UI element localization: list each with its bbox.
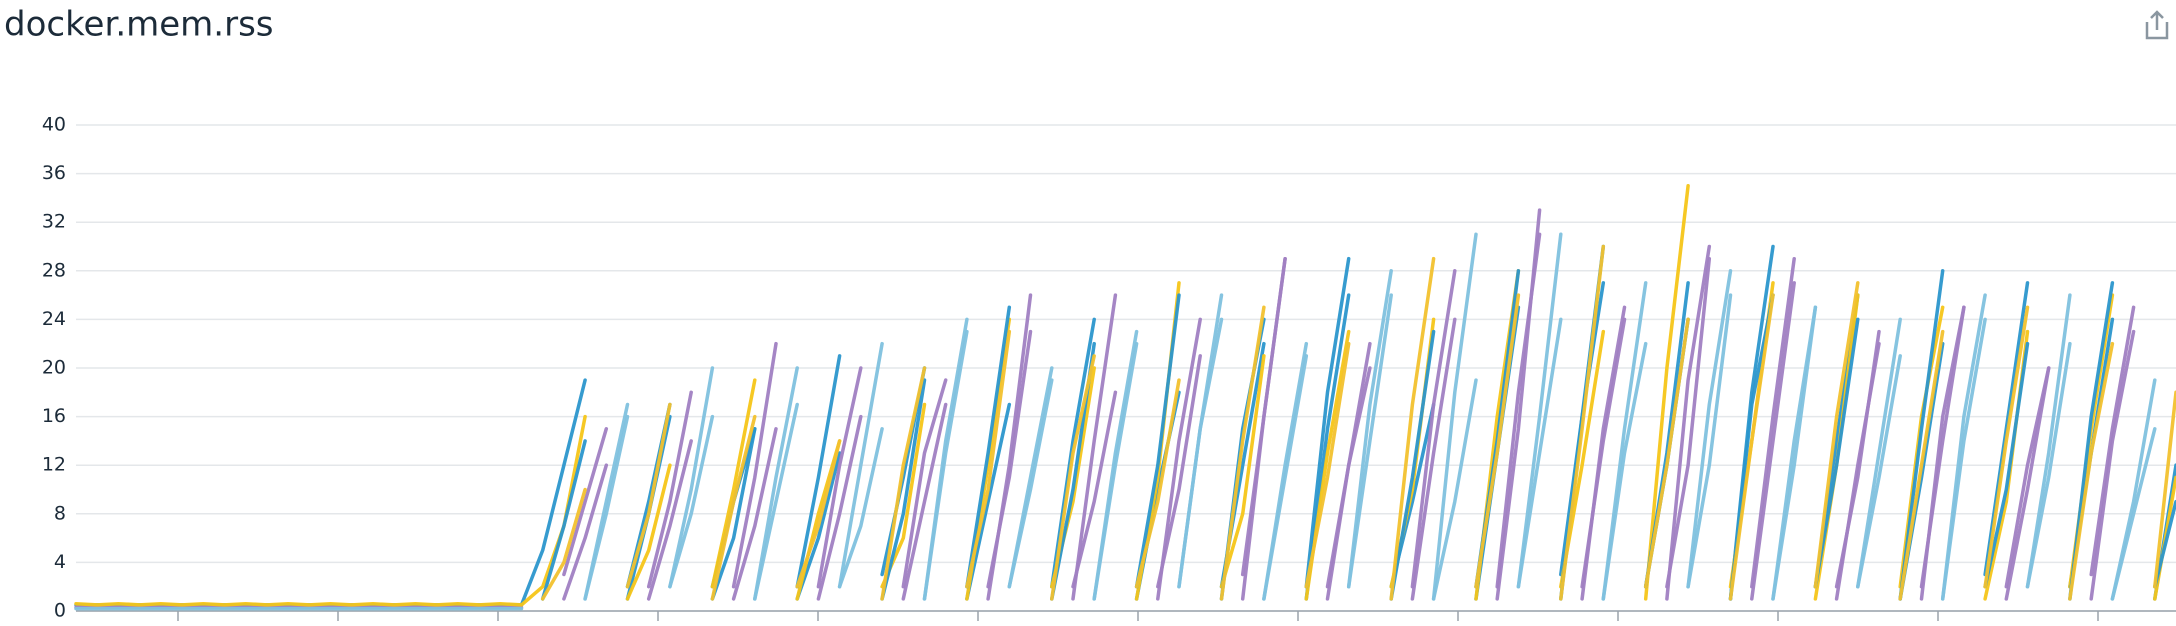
y-tick-label: 16: [42, 405, 66, 427]
chart-title: docker.mem.rss: [4, 5, 274, 45]
y-tick-label: 36: [42, 162, 66, 184]
y-tick-label: 40: [42, 114, 66, 136]
series-line: [583, 232, 2157, 601]
share-box: [2145, 22, 2169, 40]
y-tick-label: 4: [54, 551, 66, 573]
share-arrow: [2150, 10, 2164, 30]
y-tick-label: 20: [42, 357, 66, 379]
series-group: [74, 184, 2176, 611]
share-icon[interactable]: [2145, 10, 2169, 40]
y-tick-label: 8: [54, 502, 66, 524]
y-tick-label: 0: [54, 600, 66, 622]
y-tick-label: 32: [42, 211, 66, 233]
y-tick-label: 28: [42, 259, 66, 281]
series-line: [74, 244, 2176, 607]
series-line: [540, 244, 2176, 601]
y-tick-label: 24: [42, 308, 66, 330]
y-tick-label: 12: [42, 454, 66, 476]
